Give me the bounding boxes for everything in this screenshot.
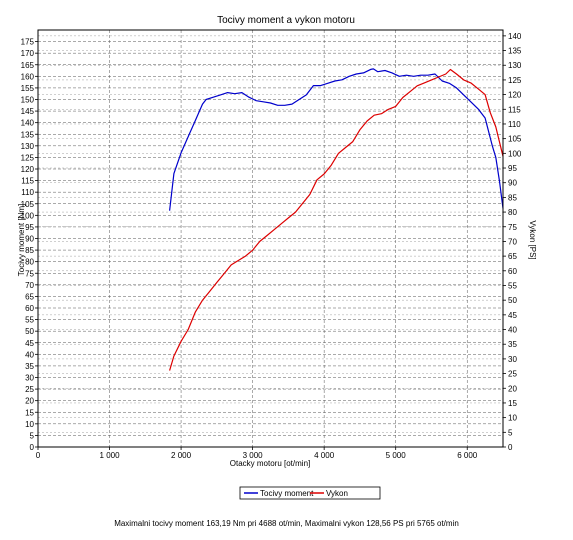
y-left-tick-label: 10 (25, 420, 34, 429)
y-right-tick-label: 10 (508, 414, 517, 423)
y-left-tick-label: 135 (21, 130, 35, 139)
y-right-tick-label: 70 (508, 237, 517, 246)
y-left-tick-label: 55 (25, 316, 34, 325)
y-right-tick-label: 135 (508, 47, 522, 56)
y-left-tick-label: 110 (21, 188, 34, 197)
y-right-tick-label: 75 (508, 223, 517, 232)
legend: Tocivy moment Vykon (239, 486, 381, 500)
y-right-tick-label: 25 (508, 370, 517, 379)
y-left-tick-label: 115 (21, 177, 34, 186)
y-right-tick-label: 85 (508, 193, 517, 202)
y-right-tick-label: 35 (508, 340, 517, 349)
y-left-tick-label: 20 (25, 397, 34, 406)
y-left-tick-label: 70 (25, 281, 34, 290)
y-left-tick-label: 15 (25, 408, 34, 417)
x-tick-label: 0 (36, 451, 41, 460)
y-left-tick-label: 45 (25, 339, 34, 348)
series-layer (169, 68, 504, 371)
chart-footer-note: Maximalni tocivy moment 163,19 Nm pri 46… (114, 519, 459, 528)
y-right-tick-label: 5 (508, 428, 513, 437)
power-series-line (169, 68, 504, 371)
y-left-tick-label: 125 (21, 153, 35, 162)
y-right-tick-label: 45 (508, 311, 517, 320)
x-tick-label: 1 000 (100, 451, 121, 460)
y-left-tick-label: 75 (25, 269, 34, 278)
y-left-tick-label: 175 (21, 38, 35, 47)
y-left-tick-label: 105 (21, 200, 35, 209)
y-right-tick-label: 115 (508, 105, 521, 114)
y-right-tick-label: 80 (508, 208, 517, 217)
y-right-tick-label: 65 (508, 252, 517, 261)
y-right-tick-label: 55 (508, 281, 517, 290)
x-tick-label: 4 000 (314, 451, 335, 460)
y-right-tick-label: 50 (508, 296, 517, 305)
y-left-tick-label: 40 (25, 350, 34, 359)
chart-title: Tocivy moment a vykon motoru (217, 15, 355, 26)
x-tick-label: 2 000 (171, 451, 192, 460)
y-left-tick-label: 85 (25, 246, 34, 255)
y-right-tick-label: 95 (508, 164, 517, 173)
y-left-tick-label: 35 (25, 362, 34, 371)
y-right-tick-label: 40 (508, 326, 517, 335)
y-right-axis-ticks: 0 5 10 15 20 25 30 35 40 45 50 55 60 65 70 75 80 85 90 95 10… (503, 32, 522, 452)
x-axis-label: Otacky motoru [ot/min] (230, 459, 310, 468)
y-left-tick-label: 165 (21, 61, 35, 70)
y-right-tick-label: 140 (508, 32, 522, 41)
y-left-tick-label: 65 (25, 292, 34, 301)
y-left-tick-label: 90 (25, 235, 34, 244)
y-left-tick-label: 160 (21, 72, 35, 81)
y-right-tick-label: 0 (508, 443, 513, 452)
y-left-tick-label: 140 (21, 119, 35, 128)
legend-label-torque: Tocivy moment (260, 489, 314, 498)
y-left-tick-label: 95 (25, 223, 34, 232)
x-tick-label: 3 000 (243, 451, 264, 460)
y-right-tick-label: 100 (508, 149, 522, 158)
grid (37, 30, 503, 448)
y-left-tick-label: 25 (25, 385, 34, 394)
y-left-tick-label: 145 (21, 107, 35, 116)
y-right-tick-label: 20 (508, 384, 517, 393)
y-left-tick-label: 50 (25, 327, 34, 336)
y-left-tick-label: 130 (21, 142, 35, 151)
y-right-tick-label: 30 (508, 355, 517, 364)
x-tick-label: 6 000 (457, 451, 478, 460)
y-right-tick-label: 15 (508, 399, 517, 408)
y-left-tick-label: 0 (30, 443, 35, 452)
y-left-tick-label: 100 (21, 211, 35, 220)
y-left-tick-label: 120 (21, 165, 35, 174)
y-left-axis-ticks: 0 5 10 15 20 25 30 35 40 45 50 55 60 65 70 75 80 85 90 95 10… (21, 38, 38, 452)
y-left-tick-label: 80 (25, 258, 34, 267)
y-left-tick-label: 150 (21, 96, 35, 105)
y-right-tick-label: 125 (508, 76, 522, 85)
y-left-tick-label: 30 (25, 374, 34, 383)
y-left-axis-label: Tocivy moment [Nm] (17, 204, 26, 276)
y-right-tick-label: 90 (508, 179, 517, 188)
torque-series-line (169, 68, 504, 211)
x-axis-ticks: 0 1 000 2 000 3 000 4 000 5 000 6 000 (36, 447, 478, 460)
y-left-tick-label: 155 (21, 84, 35, 93)
y-right-tick-label: 105 (508, 135, 522, 144)
y-left-tick-label: 60 (25, 304, 34, 313)
y-left-tick-label: 170 (21, 49, 35, 58)
y-right-tick-label: 110 (508, 120, 521, 129)
y-right-tick-label: 120 (508, 91, 522, 100)
y-right-axis-label: Vykon [PS] (528, 220, 537, 259)
legend-label-power: Vykon (326, 489, 348, 498)
y-right-tick-label: 60 (508, 267, 517, 276)
y-left-tick-label: 5 (30, 431, 35, 440)
x-tick-label: 5 000 (386, 451, 407, 460)
y-right-tick-label: 130 (508, 61, 522, 70)
